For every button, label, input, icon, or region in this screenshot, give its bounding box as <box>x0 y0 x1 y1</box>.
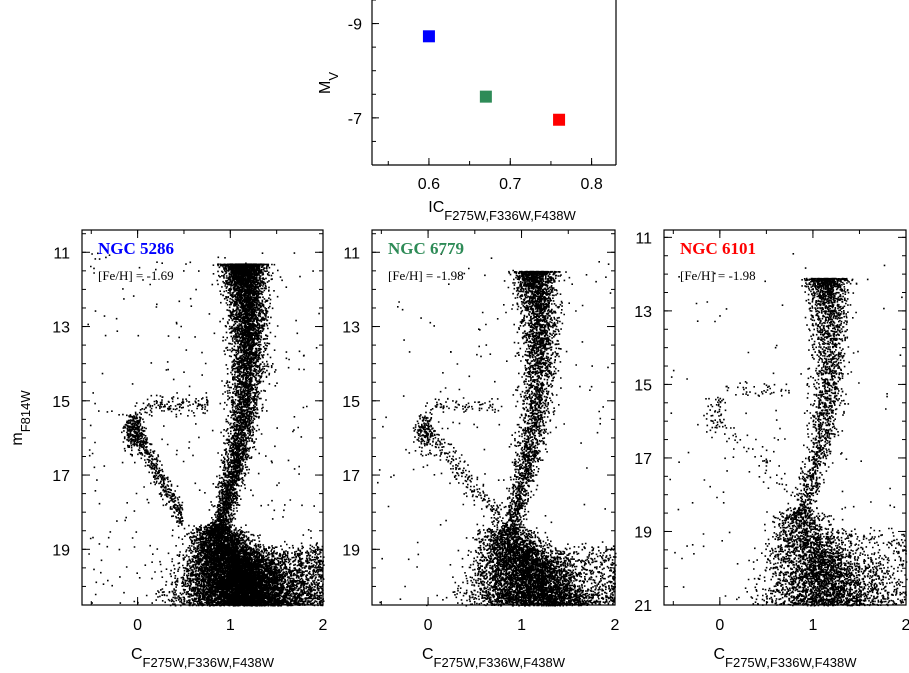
cmd-xtick-label: 0 <box>715 617 724 634</box>
cmd-xlabel-main: C <box>713 646 725 663</box>
ic-ylabel-text: MV <box>317 72 341 94</box>
ic-ylabel: MV <box>317 72 341 94</box>
cmd-xlabel-subscript: F275W,F336W,F438W <box>725 655 857 670</box>
panel-cmd-2: 0 1 2 11 13 15 17 19 NGC 6779 [Fe/H] = -1.98 CF275… <box>342 229 620 670</box>
cmd-xlabel: CF275W,F336W,F438W <box>713 646 857 670</box>
cmd-ytick-label: 17 <box>634 451 652 468</box>
ic-xtick-label: 0.8 <box>580 176 602 193</box>
cmd-ytick-label: 17 <box>342 468 360 485</box>
cmd-xlabel-subscript: F275W,F336W,F438W <box>434 655 566 670</box>
cmd-ytick-label: 11 <box>343 245 360 262</box>
cmd-xlabel-text: CF275W,F336W,F438W <box>422 646 566 670</box>
cmd-title: NGC 6101 <box>680 239 756 258</box>
cmd-xlabel: CF275W,F336W,F438W <box>422 646 566 670</box>
cmd-feh-label: [Fe/H] = -1.69 <box>98 268 174 283</box>
cmd-xtick-label: 2 <box>611 617 620 634</box>
ic-point <box>422 30 435 43</box>
cmd-ylabel-text: mF814W <box>9 390 33 446</box>
cmd-title: NGC 6779 <box>388 239 464 258</box>
cmd-xlabel-main: C <box>131 646 143 663</box>
ic-ytick-label: -9 <box>348 17 362 34</box>
cmd-ytick-label: 15 <box>634 377 652 394</box>
cmd-stars <box>669 253 908 607</box>
ic-ylabel-main: M <box>317 81 334 94</box>
ic-ylabel-subscript: V <box>326 72 341 81</box>
cmd-ytick-label: 11 <box>635 230 652 247</box>
cmd-ytick-label: 19 <box>634 524 652 541</box>
cmd-ylabel-main: m <box>9 432 26 445</box>
cmd-xtick-label: 1 <box>226 617 235 634</box>
panel-cmd-3: 0 1 2 11 13 15 17 19 21 NGC 6101 [Fe/H] = -1.98 CF2… <box>634 229 909 670</box>
ic-point <box>479 90 492 103</box>
cmd-feh-label: [Fe/H] = -1.98 <box>680 268 756 283</box>
cmd-ylabel: mF814W <box>9 390 33 446</box>
cmd-xlabel-text: CF275W,F336W,F438W <box>713 646 857 670</box>
cmd-ytick-label: 11 <box>53 245 70 262</box>
cmd-ytick-label: 21 <box>634 598 652 615</box>
panel-cmd-1: 0 1 2 11 13 15 17 19 NGC 5286 [Fe/H] = -1.69 CF275… <box>9 229 328 670</box>
cmd-xtick-label: 0 <box>424 617 433 634</box>
ic-ytick-label: -7 <box>348 111 362 128</box>
cmd-ytick-label: 13 <box>52 320 70 337</box>
ic-xtick-label: 0.7 <box>499 176 521 193</box>
cmd-ylabel-subscript: F814W <box>18 390 33 433</box>
ic-xlabel-text: ICF275W,F336W,F438W <box>428 199 576 223</box>
cmd-ytick-label: 15 <box>52 394 70 411</box>
cmd-ytick-label: 15 <box>342 394 360 411</box>
panel-ic-mv: 0.6 0.7 0.8 -9 -7 ICF275W,F336W,F438W MV <box>317 0 617 223</box>
cmd-ytick-label: 13 <box>342 320 360 337</box>
ic-xlabel-main: IC <box>428 199 444 216</box>
cmd-frame <box>371 229 616 606</box>
cmd-xlabel-text: CF275W,F336W,F438W <box>131 646 275 670</box>
cmd-title: NGC 5286 <box>98 239 174 258</box>
cmd-xtick-label: 0 <box>133 617 142 634</box>
cmd-xlabel: CF275W,F336W,F438W <box>131 646 275 670</box>
cmd-xtick-label: 1 <box>808 617 817 634</box>
cmd-xtick-label: 2 <box>319 617 328 634</box>
cmd-stars <box>377 253 617 607</box>
cmd-xlabel-subscript: F275W,F336W,F438W <box>143 655 275 670</box>
cmd-frame <box>663 229 907 606</box>
cmd-frame <box>81 229 324 606</box>
cmd-feh-label: [Fe/H] = -1.98 <box>388 268 464 283</box>
ic-xlabel-subscript: F275W,F336W,F438W <box>444 208 576 223</box>
cmd-ytick-label: 19 <box>52 542 70 559</box>
ic-xlabel: ICF275W,F336W,F438W <box>428 199 576 223</box>
cmd-xtick-label: 2 <box>902 617 909 634</box>
cmd-stars <box>87 252 325 607</box>
cmd-ytick-label: 19 <box>342 542 360 559</box>
cmd-ytick-label: 17 <box>52 468 70 485</box>
ic-xtick-label: 0.6 <box>418 176 440 193</box>
ic-point <box>553 113 566 126</box>
cmd-xlabel-main: C <box>422 646 434 663</box>
cmd-ytick-label: 13 <box>634 304 652 321</box>
cmd-xtick-label: 1 <box>517 617 526 634</box>
